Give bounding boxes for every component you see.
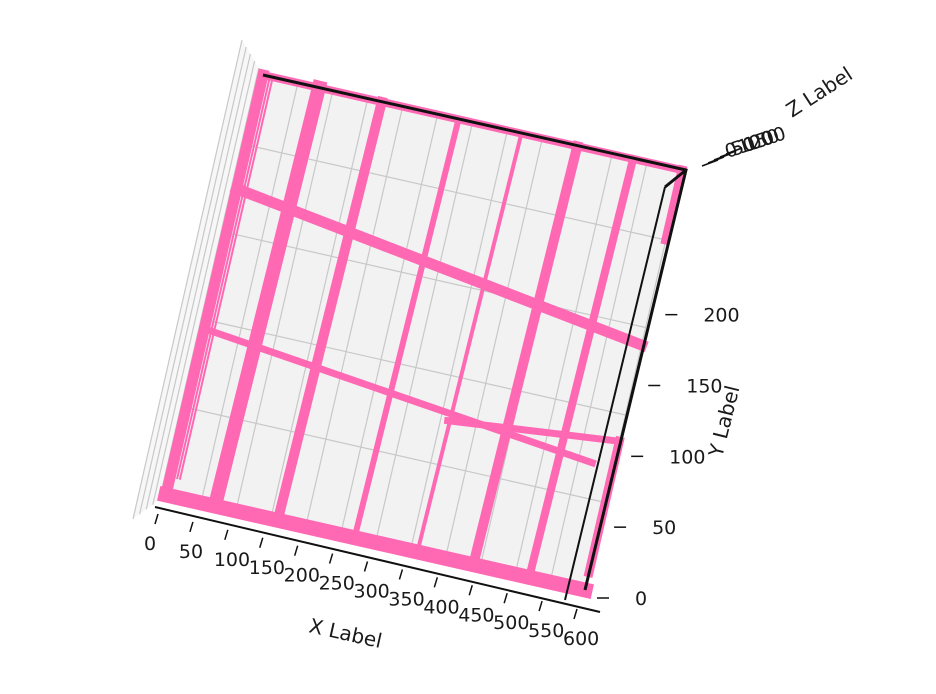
- x-tick-label: 400: [423, 596, 459, 618]
- side-grid-line: [145, 53, 251, 510]
- x-tick: [259, 537, 264, 548]
- y-grid-line: [186, 406, 606, 504]
- bar-edge: [524, 154, 638, 583]
- side-grid-line: [152, 60, 256, 505]
- x-axis-label: X Label: [307, 613, 384, 653]
- x-tick-label: 600: [563, 628, 599, 650]
- x-tick-label: 300: [354, 581, 390, 603]
- x-tick: [573, 608, 578, 620]
- x-tick: [293, 545, 299, 556]
- bar-edge: [443, 416, 624, 446]
- bar-edge: [157, 486, 594, 599]
- bar-edge: [159, 68, 270, 502]
- y-tick-label: 200: [703, 305, 739, 327]
- x-tick-label: 350: [388, 588, 424, 610]
- x-tick-label: 50: [179, 541, 203, 563]
- side-grid-line: [139, 46, 247, 515]
- x-tick-label: 450: [458, 604, 494, 626]
- z-tick: [725, 147, 743, 155]
- x-tick-label: 250: [319, 573, 355, 595]
- side-grid-line: [132, 39, 243, 520]
- bar-edge: [271, 95, 388, 527]
- bar-edge: [350, 115, 463, 542]
- x-tick-label: 550: [528, 620, 564, 642]
- x-tick-label: 0: [144, 533, 156, 555]
- bar-edge: [229, 181, 649, 353]
- x-tick: [328, 553, 334, 564]
- x-tick: [468, 585, 473, 596]
- bar-edge: [467, 140, 584, 571]
- y-tick-label: 0: [635, 588, 647, 610]
- y-tick-label: 50: [652, 517, 676, 539]
- bar-edge: [660, 164, 688, 246]
- y-grid-line: [206, 319, 626, 416]
- axis-line: [564, 186, 666, 601]
- bar-edge: [170, 78, 265, 479]
- x-tick: [224, 529, 229, 541]
- y-tick-label: 150: [686, 376, 722, 398]
- bar-edge: [414, 131, 524, 555]
- x-tick-label: 100: [214, 549, 250, 571]
- axis-line: [664, 168, 687, 189]
- bar-edge: [173, 79, 268, 479]
- x-tick: [433, 577, 439, 588]
- bar-edge: [206, 79, 328, 515]
- x-tick-label: 200: [284, 565, 320, 587]
- x-tick-label: 150: [249, 557, 285, 579]
- axis-line: [154, 506, 601, 613]
- axes-lines: [154, 73, 688, 613]
- bar-edge: [199, 324, 597, 468]
- y-grid-line: [226, 231, 646, 329]
- x-tick: [363, 561, 369, 572]
- bar-edge: [176, 79, 271, 480]
- x-tick: [154, 513, 159, 525]
- x-tick: [398, 569, 404, 580]
- x-tick: [503, 592, 508, 604]
- y-tick-label: 100: [669, 446, 705, 468]
- bar-edge: [178, 80, 273, 480]
- y-grid-line: [246, 144, 666, 241]
- z-axis-label: Z Label: [782, 62, 857, 122]
- z-tick-label: 200: [747, 123, 788, 155]
- x-tick-label: 500: [493, 612, 529, 634]
- x-tick: [538, 600, 543, 612]
- x-tick: [189, 521, 194, 533]
